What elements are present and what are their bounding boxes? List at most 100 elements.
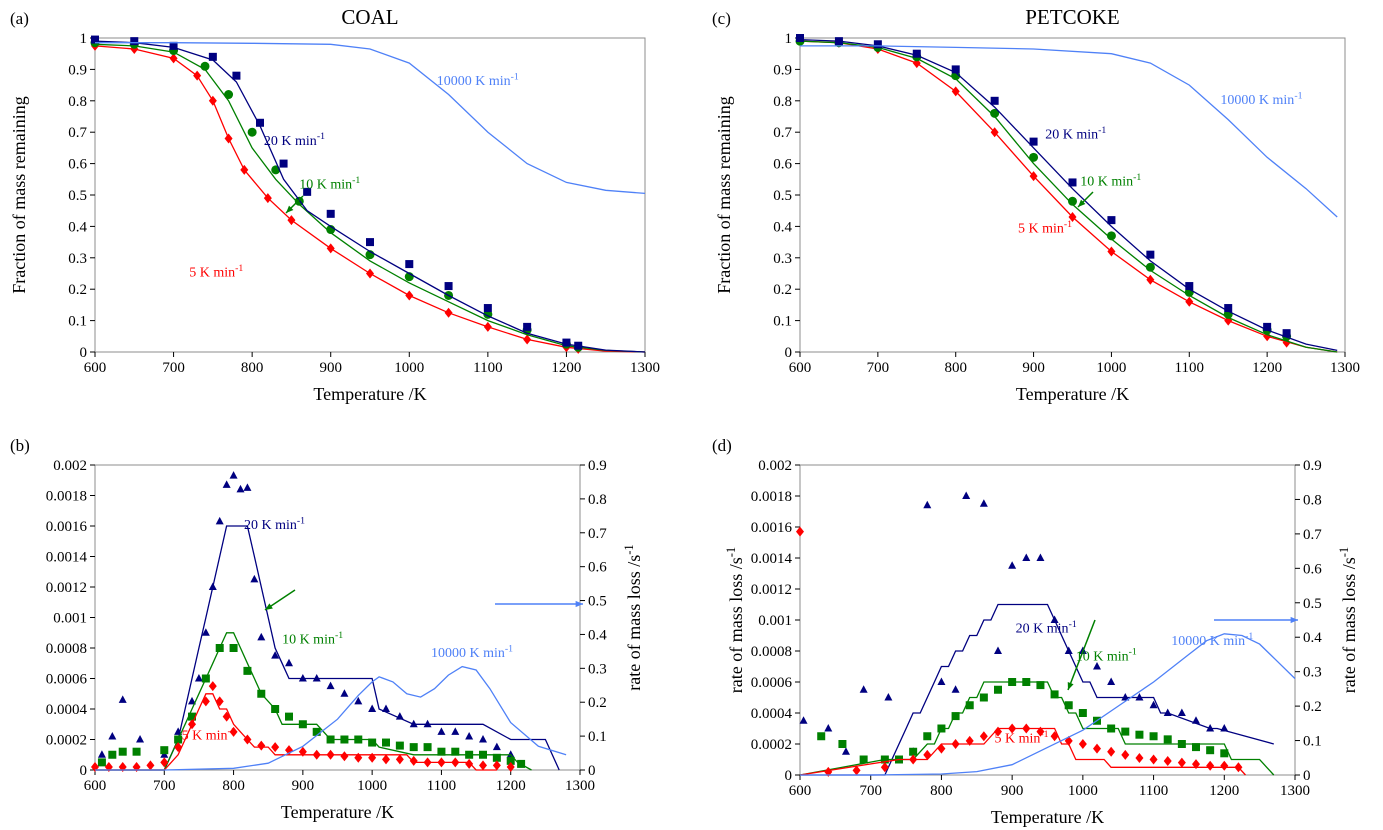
- data-point-10-k-min-1: [1220, 749, 1229, 758]
- y-tick-label: 0.4: [773, 219, 792, 235]
- data-point-20-k-min-1: [1068, 178, 1077, 187]
- series-line-10000-k-min-1: [95, 665, 567, 771]
- y2-axis-label: rate of mass loss /s-1: [1337, 547, 1359, 693]
- x-tick-label: 700: [859, 783, 882, 799]
- y2-tick-label: 0.4: [1303, 630, 1322, 646]
- data-point-10-k-min-1: [965, 701, 974, 710]
- x-tick-label: 700: [153, 778, 176, 794]
- data-point-10-k-min-1: [937, 724, 946, 733]
- series-annotation: 10 K min-1: [299, 175, 360, 193]
- data-point-20-k-min-1: [1185, 282, 1194, 291]
- data-point-5-k-min-1: [201, 696, 210, 707]
- y-axis-label: Fraction of mass remaining: [714, 96, 734, 293]
- x-tick-label: 1200: [1252, 360, 1282, 376]
- y-tick-label: 0.0002: [46, 733, 87, 749]
- panel-b-coal-rate: 600 700 800 900 1000 1100 1200 130000.00020.000…: [10, 436, 644, 822]
- data-point-5-k-min-1: [1050, 731, 1059, 742]
- data-point-10-k-min-1: [1163, 735, 1172, 744]
- data-point-20-k-min-1: [1149, 700, 1158, 709]
- data-point-10-k-min-1: [224, 90, 234, 100]
- data-point-20-k-min-1: [1121, 693, 1130, 701]
- x-tick-label: 1000: [1096, 360, 1126, 376]
- data-point-20-k-min-1: [1163, 708, 1172, 716]
- data-point-10-k-min-1: [479, 750, 487, 759]
- data-point-10-k-min-1: [1078, 709, 1087, 717]
- data-point-5-k-min-1: [257, 740, 266, 751]
- x-tick-label: 900: [1022, 360, 1045, 376]
- data-point-10-k-min-1: [1064, 701, 1073, 710]
- data-point-5-k-min-1: [451, 757, 460, 768]
- data-point-20-k-min-1: [1146, 250, 1155, 259]
- data-point-10-k-min-1: [247, 127, 257, 137]
- data-point-5-k-min-1: [444, 307, 453, 318]
- data-point-10-k-min-1: [451, 747, 460, 756]
- data-point-20-k-min-1: [108, 731, 117, 740]
- y-axis-label: rate of mass loss /s-1: [724, 547, 746, 693]
- data-point-20-k-min-1: [215, 516, 224, 525]
- data-point-10-k-min-1: [243, 666, 252, 675]
- data-point-20-k-min-1: [326, 681, 335, 690]
- data-point-10-k-min-1: [354, 735, 363, 744]
- data-point-20-k-min-1: [451, 727, 460, 735]
- data-point-5-k-min-1: [479, 760, 487, 771]
- data-point-20-k-min-1: [506, 750, 515, 758]
- y-tick-label: 0.4: [68, 219, 87, 235]
- y-tick-label: 0.0002: [751, 737, 792, 753]
- data-point-5-k-min-1: [326, 243, 335, 254]
- data-point-5-k-min-1: [1185, 296, 1194, 307]
- data-point-5-k-min-1: [965, 735, 974, 746]
- data-point-20-k-min-1: [405, 260, 414, 269]
- x-tick-label: 1200: [551, 360, 581, 376]
- data-point-20-k-min-1: [354, 696, 363, 705]
- data-point-10-k-min-1: [174, 735, 183, 744]
- data-point-5-k-min-1: [423, 757, 432, 768]
- arrow-10k-pointer-head: [1078, 199, 1086, 207]
- data-point-5-k-min-1: [215, 696, 224, 707]
- data-point-10-k-min-1: [368, 738, 377, 747]
- data-point-5-k-min-1: [326, 749, 335, 760]
- data-point-20-k-min-1: [382, 704, 390, 712]
- data-point-5-k-min-1: [465, 758, 474, 769]
- y-tick-label: 0: [785, 768, 793, 784]
- series-annotation: 10000 K min-1: [437, 72, 519, 90]
- y-tick-label: 0.9: [68, 62, 87, 78]
- data-point-20-k-min-1: [1192, 716, 1200, 724]
- data-point-20-k-min-1: [257, 632, 266, 641]
- x-tick-label: 700: [162, 360, 185, 376]
- data-point-20-k-min-1: [979, 499, 988, 507]
- data-point-20-k-min-1: [562, 338, 571, 347]
- y-tick-label: 0.5: [773, 188, 792, 204]
- data-point-20-k-min-1: [1224, 304, 1233, 313]
- data-point-20-k-min-1: [395, 712, 404, 720]
- data-point-5-k-min-1: [222, 711, 231, 722]
- x-tick-label: 1100: [1175, 360, 1204, 376]
- y-tick-label: 0.0008: [751, 644, 792, 660]
- data-point-10-k-min-1: [1149, 732, 1158, 741]
- series-annotation: 20 K min-1: [1016, 619, 1077, 637]
- data-point-20-k-min-1: [824, 724, 833, 732]
- data-point-20-k-min-1: [91, 35, 99, 44]
- data-point-5-k-min-1: [1220, 760, 1229, 771]
- data-point-10-k-min-1: [437, 747, 446, 756]
- data-point-5-k-min-1: [188, 719, 196, 730]
- data-point-5-k-min-1: [796, 526, 804, 537]
- series-line-10-k-min-1: [94, 43, 646, 353]
- data-point-20-k-min-1: [201, 628, 210, 636]
- data-point-10-k-min-1: [1029, 152, 1039, 162]
- data-point-20-k-min-1: [208, 582, 217, 590]
- data-point-10-k-min-1: [1177, 740, 1186, 748]
- data-point-10-k-min-1: [108, 750, 117, 759]
- data-point-10-k-min-1: [188, 712, 196, 721]
- data-point-5-k-min-1: [483, 321, 492, 332]
- data-point-10-k-min-1: [1206, 746, 1215, 755]
- data-point-5-k-min-1: [1234, 762, 1243, 773]
- y-tick-label: 0.1: [68, 314, 87, 330]
- data-point-10-k-min-1: [326, 735, 335, 744]
- data-point-5-k-min-1: [1177, 757, 1186, 768]
- data-point-20-k-min-1: [271, 651, 280, 659]
- y-tick-label: 0.002: [53, 458, 87, 474]
- data-point-20-k-min-1: [1220, 724, 1229, 732]
- data-point-5-k-min-1: [937, 743, 946, 754]
- arrow-10k-pointer-head: [286, 205, 294, 213]
- y2-tick-label: 0.7: [588, 526, 607, 542]
